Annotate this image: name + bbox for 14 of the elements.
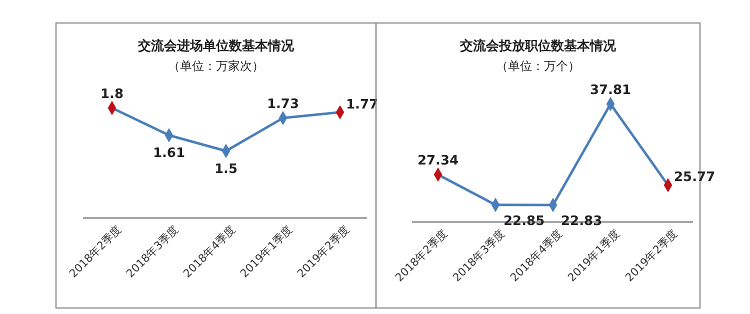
chart-title: 交流会进场单位数基本情况 <box>137 38 295 54</box>
data-label: 1.73 <box>266 97 300 112</box>
data-label: 27.34 <box>417 154 459 169</box>
data-label: 1.5 <box>214 162 238 177</box>
data-label: 1.77 <box>346 97 378 112</box>
data-label: 22.83 <box>561 214 602 229</box>
data-label: 25.77 <box>674 170 716 186</box>
data-label: 1.8 <box>100 87 124 102</box>
chart-title: 交流会投放职位数基本情况 <box>459 38 617 54</box>
chart-subtitle: （单位：万个） <box>496 59 580 73</box>
data-label: 1.61 <box>152 146 186 162</box>
data-label: 22.85 <box>504 214 545 229</box>
chart-subtitle: （单位：万家次） <box>168 59 264 73</box>
data-label: 37.81 <box>590 83 632 98</box>
